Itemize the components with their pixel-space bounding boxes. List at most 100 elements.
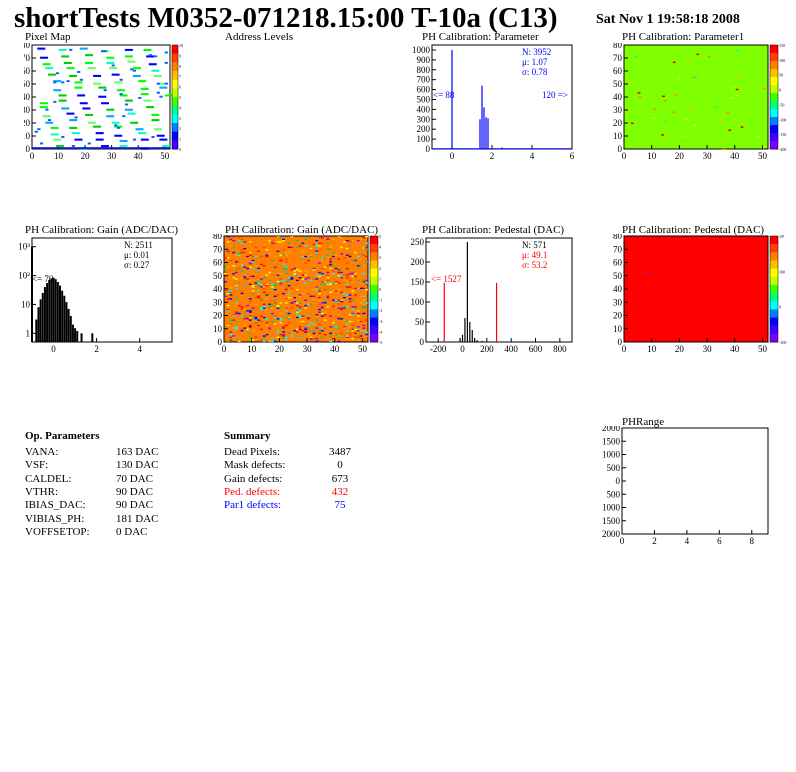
gain-cell <box>246 310 249 312</box>
gain-cell <box>273 315 277 317</box>
gain-cell <box>340 318 344 320</box>
gain-cell <box>326 277 330 279</box>
pixel-cell <box>124 55 133 58</box>
pixel-cell <box>50 126 59 129</box>
gain-cell <box>235 311 238 313</box>
y-tick-label: 70 <box>213 244 223 254</box>
summary-value: 3487 <box>329 446 351 458</box>
stat-line: N: 3952 <box>522 47 551 57</box>
gain-cell <box>318 296 321 299</box>
gain-cell <box>340 291 344 293</box>
gain-cell <box>271 289 274 291</box>
gain-cell <box>340 253 344 255</box>
gain-cell <box>320 336 324 339</box>
gain-cell <box>307 324 310 327</box>
gain-cell <box>232 327 236 329</box>
panel-title-ped-hist: PH Calibration: Pedestal (DAC) <box>422 224 565 236</box>
palette-step <box>172 53 178 63</box>
gain-cell <box>232 265 236 267</box>
gain-cell <box>229 290 233 292</box>
gain-cell <box>232 273 236 275</box>
pixel-cell <box>156 82 160 85</box>
gain-cell <box>293 330 296 332</box>
x-tick-label: 20 <box>275 344 285 354</box>
palette-step <box>370 325 378 335</box>
param1-cell <box>762 87 766 90</box>
palette-label: -1 <box>379 298 382 303</box>
pixel-cell <box>77 94 86 97</box>
op-parameters-title: Op. Parameters <box>25 430 100 442</box>
gain-cell <box>348 314 352 316</box>
gain-cell <box>262 303 266 305</box>
gain-cell <box>343 326 346 328</box>
gain-cell <box>293 273 296 275</box>
op-parameter-name: VSF: <box>25 459 49 472</box>
gain-cell <box>337 275 341 278</box>
palette-label: -150 <box>779 132 786 137</box>
gain-cell <box>276 294 280 296</box>
gain-cell <box>298 275 302 278</box>
gain-cell <box>298 315 302 317</box>
gain-cell <box>337 258 341 260</box>
param1-cell <box>690 108 693 111</box>
gain-cell <box>229 319 233 321</box>
gain-cell <box>290 236 294 238</box>
gain-cell <box>235 327 238 329</box>
gain-cell <box>240 330 244 332</box>
palette-label: -4 <box>379 329 382 334</box>
gain-cell <box>326 238 330 240</box>
gain-cell <box>312 295 316 297</box>
gain-cell <box>340 307 344 309</box>
gain-cell <box>318 303 321 305</box>
gain-cell <box>362 273 366 275</box>
y-tick-label: 500 <box>417 94 431 104</box>
gain-cell <box>235 285 238 287</box>
gain-cell <box>320 306 324 308</box>
x-tick-label: 10 <box>647 151 657 161</box>
pixel-cell <box>53 100 57 103</box>
gain-cell <box>248 324 252 327</box>
gain-cell <box>359 320 363 323</box>
gain-cell <box>257 250 260 252</box>
palette-step <box>770 61 778 70</box>
palette-step <box>370 333 378 343</box>
gain-cell <box>337 270 341 272</box>
gain-cell <box>312 267 316 270</box>
palette-step <box>770 101 778 110</box>
gain-cell <box>334 290 338 292</box>
palette-step <box>770 268 778 278</box>
gain-cell <box>240 242 244 244</box>
x-tick-label: 0 <box>222 344 227 354</box>
pixel-cell <box>164 61 168 64</box>
gain-cell <box>329 315 332 317</box>
gain-cell <box>248 251 252 254</box>
gain-cell <box>273 323 277 325</box>
summary-value: 432 <box>331 485 349 498</box>
pixel-cell <box>69 126 78 129</box>
gain-cell <box>290 277 294 279</box>
pixel-cell <box>111 121 120 124</box>
gain-cell <box>351 292 355 295</box>
gain-cell <box>235 261 238 263</box>
gain-cell <box>251 339 255 341</box>
y-tick-label: 400 <box>417 104 431 114</box>
gain-cell <box>273 255 277 258</box>
pixel-cell <box>74 138 83 141</box>
pixel-cell <box>114 124 118 127</box>
gain-cell <box>354 294 357 296</box>
gain-cell <box>248 336 252 339</box>
gain-cell <box>323 266 327 268</box>
gain-cell <box>326 265 330 267</box>
gain-cell <box>240 265 244 267</box>
pixel-cell <box>101 50 105 53</box>
panel-title-phrange: PHRange <box>622 416 665 428</box>
gain-cell <box>226 308 230 311</box>
gain-cell <box>337 314 341 316</box>
palette-label: 100 <box>779 58 785 63</box>
gain-cell <box>229 245 233 247</box>
pixel-cell <box>156 82 165 85</box>
param1-cell <box>674 94 677 96</box>
gain-cell <box>320 315 324 317</box>
gain-cell <box>260 286 263 288</box>
pixel-cell <box>124 99 133 102</box>
